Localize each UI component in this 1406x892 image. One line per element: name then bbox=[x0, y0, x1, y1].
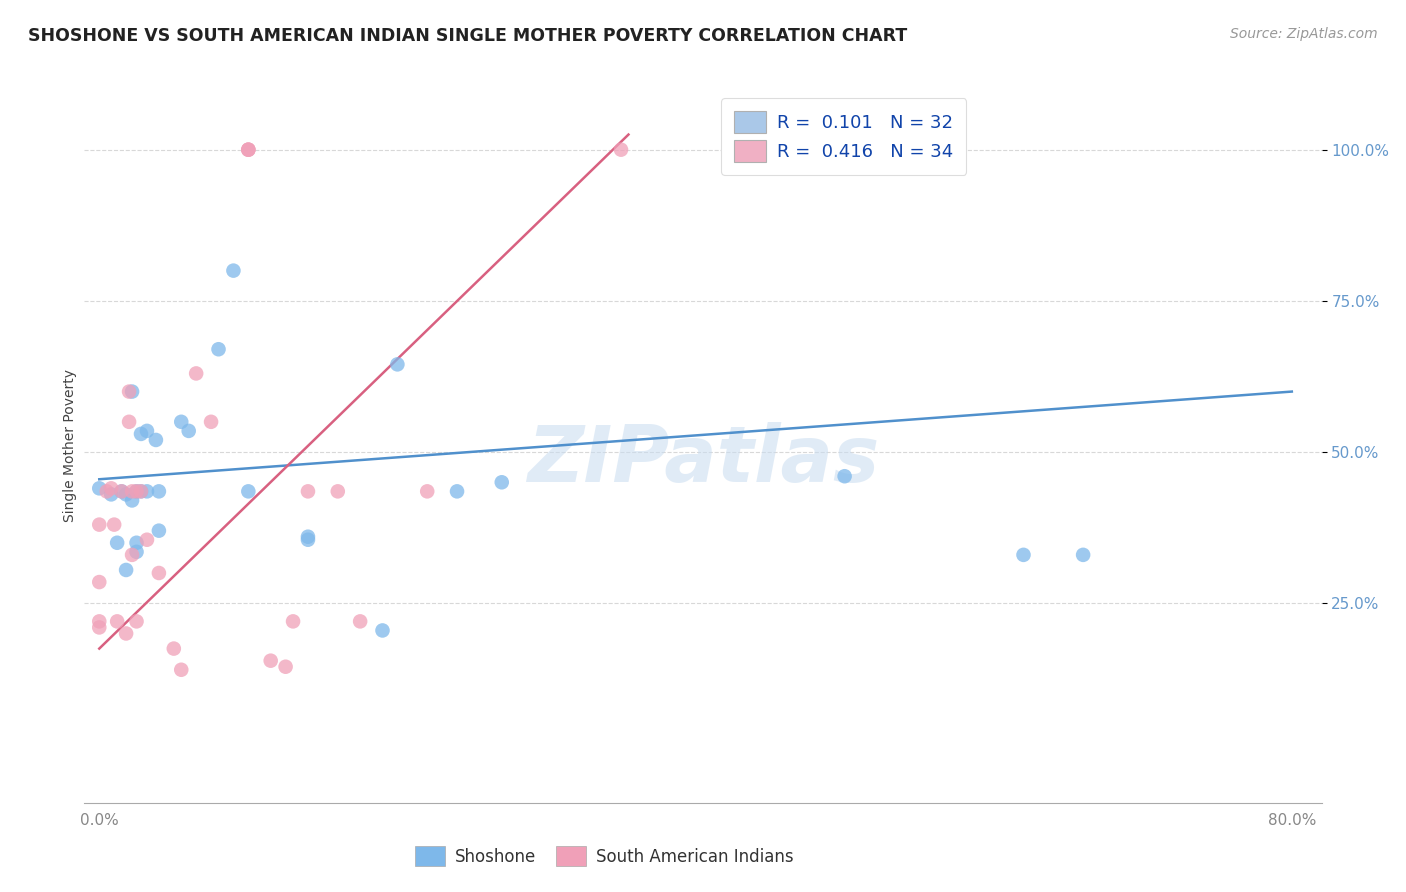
Point bbox=[177, 424, 200, 438]
Point bbox=[136, 484, 159, 499]
Point bbox=[238, 484, 260, 499]
Point bbox=[371, 624, 394, 638]
Point bbox=[125, 535, 148, 549]
Point bbox=[260, 654, 283, 668]
Point bbox=[148, 484, 170, 499]
Point bbox=[1012, 548, 1035, 562]
Point bbox=[118, 415, 141, 429]
Point bbox=[105, 535, 128, 549]
Point bbox=[610, 143, 633, 157]
Point bbox=[129, 484, 152, 499]
Point bbox=[125, 484, 148, 499]
Point bbox=[170, 663, 193, 677]
Point bbox=[115, 563, 138, 577]
Point bbox=[121, 548, 143, 562]
Text: SHOSHONE VS SOUTH AMERICAN INDIAN SINGLE MOTHER POVERTY CORRELATION CHART: SHOSHONE VS SOUTH AMERICAN INDIAN SINGLE… bbox=[28, 27, 907, 45]
Point bbox=[125, 615, 148, 629]
Point bbox=[387, 357, 409, 371]
Legend: Shoshone, South American Indians: Shoshone, South American Indians bbox=[408, 839, 800, 873]
Point bbox=[446, 484, 468, 499]
Point bbox=[200, 415, 222, 429]
Point bbox=[145, 433, 167, 447]
Point bbox=[297, 484, 319, 499]
Point bbox=[238, 143, 260, 157]
Point bbox=[100, 481, 122, 495]
Point bbox=[297, 530, 319, 544]
Point bbox=[148, 566, 170, 580]
Point bbox=[115, 626, 138, 640]
Point bbox=[111, 484, 134, 499]
Y-axis label: Single Mother Poverty: Single Mother Poverty bbox=[63, 369, 77, 523]
Point bbox=[129, 484, 152, 499]
Point bbox=[121, 384, 143, 399]
Point bbox=[274, 659, 297, 673]
Point bbox=[416, 484, 439, 499]
Point bbox=[111, 484, 134, 499]
Point bbox=[96, 484, 118, 499]
Point bbox=[103, 517, 125, 532]
Point bbox=[89, 615, 111, 629]
Point bbox=[125, 484, 148, 499]
Point bbox=[89, 517, 111, 532]
Point bbox=[148, 524, 170, 538]
Point bbox=[163, 641, 186, 656]
Point bbox=[100, 487, 122, 501]
Point bbox=[186, 367, 208, 381]
Point bbox=[491, 475, 513, 490]
Point bbox=[89, 620, 111, 634]
Text: Source: ZipAtlas.com: Source: ZipAtlas.com bbox=[1230, 27, 1378, 41]
Point bbox=[297, 533, 319, 547]
Point bbox=[129, 426, 152, 441]
Point bbox=[281, 615, 304, 629]
Point bbox=[125, 545, 148, 559]
Point bbox=[1071, 548, 1094, 562]
Point bbox=[136, 533, 159, 547]
Point bbox=[238, 143, 260, 157]
Point bbox=[121, 484, 143, 499]
Point bbox=[222, 263, 245, 277]
Point bbox=[170, 415, 193, 429]
Point bbox=[207, 343, 229, 357]
Text: ZIPatlas: ZIPatlas bbox=[527, 422, 879, 499]
Point bbox=[115, 487, 138, 501]
Point bbox=[105, 615, 128, 629]
Point bbox=[118, 384, 141, 399]
Point bbox=[89, 481, 111, 495]
Point bbox=[238, 143, 260, 157]
Point bbox=[834, 469, 856, 483]
Point bbox=[136, 424, 159, 438]
Point bbox=[326, 484, 349, 499]
Point bbox=[121, 493, 143, 508]
Point bbox=[349, 615, 371, 629]
Point bbox=[89, 575, 111, 590]
